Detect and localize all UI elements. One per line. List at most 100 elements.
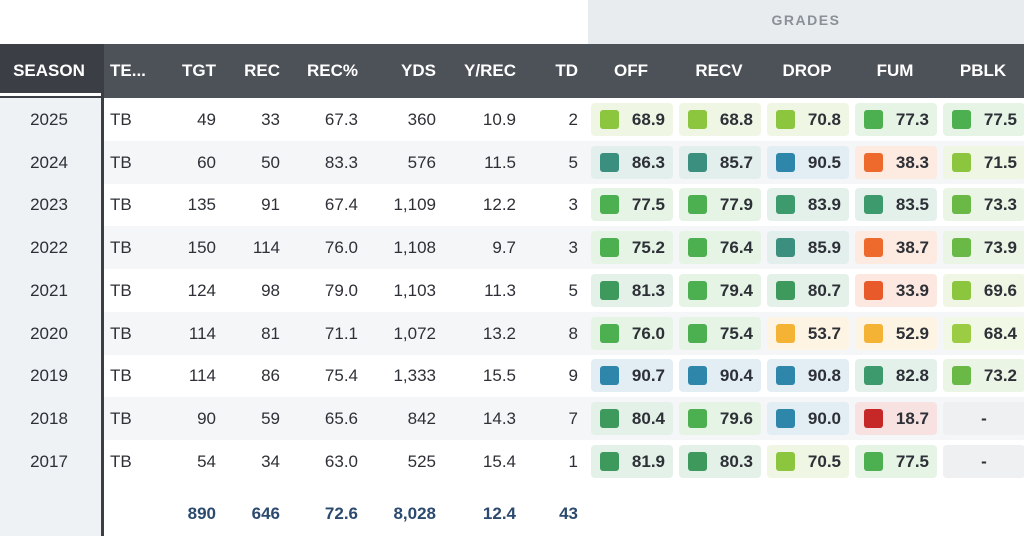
cell-tgt: 114 <box>188 366 216 386</box>
column-header-fum[interactable]: FUM <box>876 61 914 80</box>
grade-color-swatch-icon <box>776 451 795 471</box>
grade-value: 90.5 <box>807 152 841 172</box>
cell-rec-pct: 71.1 <box>324 323 358 343</box>
season-cell-bg <box>0 268 101 312</box>
season-cell-bg <box>0 98 101 141</box>
table-row[interactable]: 2019 TB 114 86 75.4 1,333 15.5 9 90.7 90.4 90.8 82.… <box>0 354 1024 398</box>
grade-value: 79.4 <box>719 280 753 300</box>
grade-color-swatch-icon <box>864 152 883 172</box>
grade-value: 68.9 <box>631 110 665 129</box>
cell-tgt: 114 <box>188 323 216 343</box>
grade-value: 73.9 <box>983 238 1017 258</box>
cell-tgt: 60 <box>197 152 216 172</box>
grade-recv: 75.4 <box>679 316 761 350</box>
cell-rec: 91 <box>261 195 280 215</box>
column-header-season[interactable]: SEASON <box>13 61 85 80</box>
grade-color-swatch-icon <box>864 408 883 428</box>
column-header-rec-pct[interactable]: REC% <box>306 61 358 80</box>
cell-season: 2021 <box>30 280 68 300</box>
column-header-drop[interactable]: DROP <box>782 61 832 80</box>
cell-team[interactable]: TB <box>110 451 132 471</box>
cell-season: 2020 <box>30 323 68 343</box>
column-header-td[interactable]: TD <box>555 61 578 80</box>
grade-value: 71.5 <box>983 152 1017 172</box>
column-header-y-rec[interactable]: Y/REC <box>464 61 516 80</box>
cell-rec-pct: 76.0 <box>324 238 358 258</box>
cell-season: 2024 <box>30 152 68 172</box>
cell-yds: 1,333 <box>393 366 436 386</box>
season-cell-bg <box>0 226 101 270</box>
grade-value: 77.5 <box>631 195 665 215</box>
grade-value: 75.4 <box>719 323 753 343</box>
grade-value: 90.0 <box>807 408 841 428</box>
frozen-column-divider <box>101 44 104 536</box>
total-rec-pct: 72.6 <box>324 504 358 523</box>
cell-td: 3 <box>568 238 578 258</box>
season-cell-bg <box>0 354 101 398</box>
cell-rec: 81 <box>261 323 280 343</box>
grade-color-swatch-icon <box>776 152 795 172</box>
cell-team[interactable]: TB <box>110 408 132 428</box>
grade-value: 77.5 <box>983 110 1017 129</box>
grade-color-swatch-icon <box>600 152 619 172</box>
column-header-team[interactable]: TE... <box>110 61 146 80</box>
column-header-recv[interactable]: RECV <box>695 61 743 80</box>
cell-tgt: 150 <box>187 238 216 258</box>
grade-pblk: 69.6 <box>943 273 1024 307</box>
cell-team[interactable]: TB <box>110 152 132 172</box>
grade-value: 33.9 <box>895 280 929 300</box>
grade-fum: 83.5 <box>855 188 937 222</box>
column-header-yds[interactable]: YDS <box>401 61 436 80</box>
table-row[interactable]: 2022 TB 150 114 76.0 1,108 9.7 3 75.2 76.4 85.9 38.… <box>0 226 1024 270</box>
table-row[interactable]: 2021 TB 124 98 79.0 1,103 11.3 5 81.3 79.4 80.7 33.… <box>0 268 1024 312</box>
season-header-cell[interactable] <box>0 44 102 98</box>
cell-td: 1 <box>568 451 578 471</box>
grade-value: 76.4 <box>719 238 753 258</box>
table-row[interactable]: 2023 TB 135 91 67.4 1,109 12.2 3 77.5 77.9 83.9 83.… <box>0 183 1024 227</box>
grade-pblk: - <box>943 444 1024 478</box>
grade-value: 52.9 <box>895 323 929 343</box>
cell-tgt: 124 <box>187 280 216 300</box>
cell-team[interactable]: TB <box>110 195 132 215</box>
cell-y-rec: 11.5 <box>484 152 516 172</box>
table-row[interactable]: 2018 TB 90 59 65.6 842 14.3 7 80.4 79.6 90.0 18.7 - <box>0 396 1024 440</box>
cell-team[interactable]: TB <box>110 110 132 129</box>
table-row[interactable]: 2024 TB 60 50 83.3 576 11.5 5 86.3 85.7 90.5 38.3 71… <box>0 140 1024 184</box>
grade-color-swatch-icon <box>952 110 971 129</box>
cell-rec-pct: 83.3 <box>324 152 358 172</box>
grade-color-swatch-icon <box>776 323 795 343</box>
grade-recv: 90.4 <box>679 359 761 393</box>
cell-rec-pct: 75.4 <box>324 366 358 386</box>
grade-color-swatch-icon <box>600 110 619 129</box>
season-cell-bg <box>0 311 101 355</box>
column-header-pblk[interactable]: PBLK <box>959 61 1007 80</box>
grade-color-swatch-icon <box>688 280 707 300</box>
cell-y-rec: 14.3 <box>482 408 516 428</box>
grade-color-swatch-icon <box>864 280 883 300</box>
cell-td: 3 <box>568 195 578 215</box>
column-header-rec[interactable]: REC <box>244 61 280 80</box>
table-row[interactable]: 2017 TB 54 34 63.0 525 15.4 1 81.9 80.3 70.5 77.5 - <box>0 439 1024 483</box>
cell-rec-pct: 79.0 <box>324 280 358 300</box>
cell-season: 2023 <box>30 195 68 215</box>
table-row[interactable]: 2025 TB 49 33 67.3 360 10.9 2 68.9 68.8 70.8 77.3 77… <box>0 98 1024 141</box>
cell-team[interactable]: TB <box>110 323 132 343</box>
totals-row: 890 646 72.6 8,028 12.4 43 <box>0 492 1024 536</box>
cell-tgt: 135 <box>187 195 216 215</box>
grade-color-swatch-icon <box>776 195 795 215</box>
table-row[interactable]: 2020 TB 114 81 71.1 1,072 13.2 8 76.0 75.4 53.7 52.… <box>0 311 1024 355</box>
cell-y-rec: 15.5 <box>482 366 516 386</box>
grade-value: 38.3 <box>895 152 929 172</box>
cell-team[interactable]: TB <box>110 280 132 300</box>
grade-recv: 80.3 <box>679 444 761 478</box>
cell-y-rec: 11.3 <box>484 280 516 300</box>
grade-value: 77.5 <box>895 451 929 471</box>
cell-team[interactable]: TB <box>110 238 132 258</box>
cell-season: 2019 <box>30 366 68 386</box>
column-header-off[interactable]: OFF <box>614 61 648 80</box>
cell-yds: 360 <box>407 110 436 129</box>
column-header-tgt[interactable]: TGT <box>182 61 216 80</box>
grade-fum: 38.3 <box>855 145 937 179</box>
grade-value: 77.9 <box>719 195 753 215</box>
cell-team[interactable]: TB <box>110 366 132 386</box>
